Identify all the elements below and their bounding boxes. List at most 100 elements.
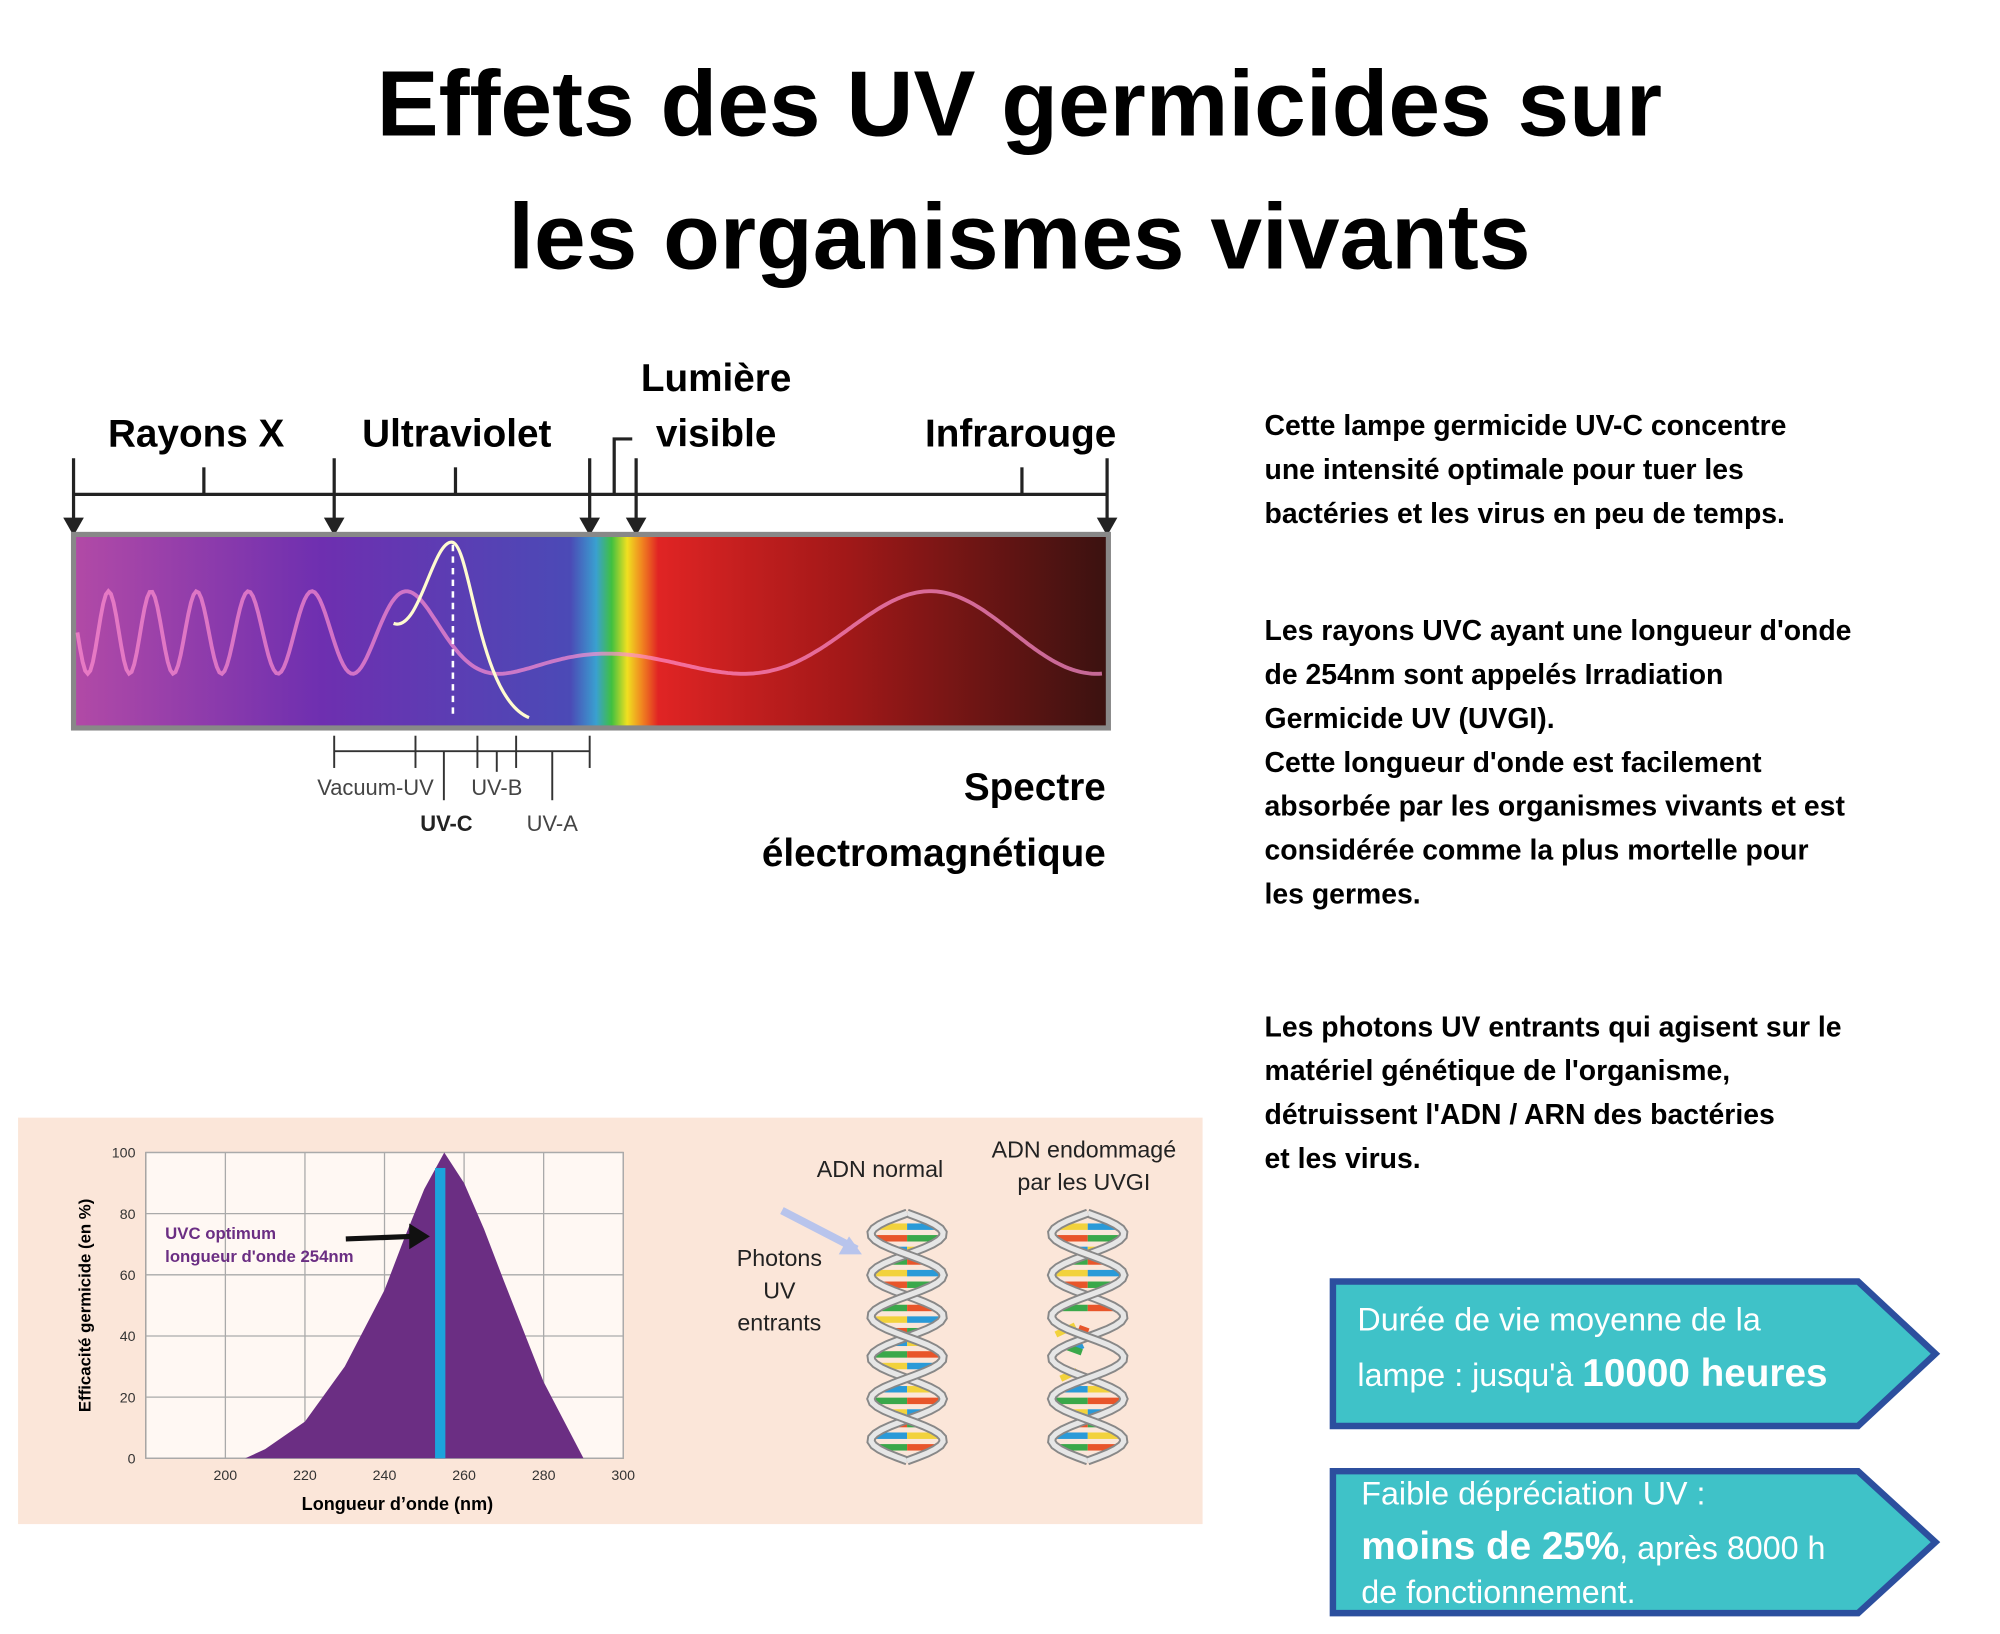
rung xyxy=(907,1281,936,1288)
label: Lumière xyxy=(641,357,792,400)
x-tick-label: 300 xyxy=(611,1468,635,1484)
annotation-arrow xyxy=(409,1223,430,1250)
rung xyxy=(907,1304,936,1312)
chart: 0 20 40 60 80 100 200 220 240 260 280 300 UVC optimu… xyxy=(75,1146,635,1514)
badge xyxy=(1329,1467,1941,1617)
rung xyxy=(1087,1432,1122,1439)
rung xyxy=(871,1316,908,1323)
badge-text: lampe : jusqu'à 10000 heures xyxy=(1357,1352,1827,1395)
rung xyxy=(907,1362,938,1370)
brackets xyxy=(71,437,1109,523)
rung xyxy=(871,1269,908,1277)
x-tick-label: 220 xyxy=(293,1468,317,1484)
rung xyxy=(1087,1386,1114,1393)
rung xyxy=(907,1397,944,1405)
paragraph-line: une intensité optimale pour tuer les xyxy=(1265,454,1744,486)
spectrum-bar xyxy=(70,531,1111,731)
rung xyxy=(1059,1304,1088,1312)
y-tick-label: 60 xyxy=(120,1268,136,1284)
dna-label: entrants xyxy=(737,1310,821,1336)
annotation-arrow xyxy=(345,1233,415,1242)
wave xyxy=(75,588,1103,677)
dna-label: UV xyxy=(763,1277,796,1303)
rung xyxy=(1059,1281,1088,1288)
caption: Spectre xyxy=(964,766,1106,809)
strand xyxy=(1048,1210,1127,1464)
badge-text: Durée de vie moyenne de la xyxy=(1357,1302,1760,1338)
rung xyxy=(875,1444,908,1451)
label: Ultraviolet xyxy=(362,413,551,456)
dna-label: par les UVGI xyxy=(1017,1169,1150,1195)
rung xyxy=(879,1304,908,1312)
rung xyxy=(907,1432,941,1439)
badge-strong: 10000 heures xyxy=(1582,1352,1827,1395)
paragraph-line: Germicide UV (UVGI). xyxy=(1265,703,1555,735)
label: UV-C xyxy=(420,811,473,836)
label: Rayons X xyxy=(108,413,284,456)
photon-arrow xyxy=(838,1236,862,1255)
rung xyxy=(1053,1235,1088,1242)
label: visible xyxy=(656,413,776,456)
badge-text: moins de 25%, après 8000 h xyxy=(1361,1525,1825,1568)
label: UV-B xyxy=(471,775,522,800)
paragraph-line: Les photons UV entrants qui agisent sur … xyxy=(1265,1011,1842,1043)
rung xyxy=(1087,1304,1116,1312)
rung xyxy=(907,1386,933,1393)
paragraph-line: Les rayons UVC ayant une longueur d'onde xyxy=(1265,615,1852,647)
title: Effets des UV germicides sur xyxy=(377,52,1662,156)
rung xyxy=(907,1444,939,1451)
rung xyxy=(1054,1432,1088,1439)
title: les organismes vivants xyxy=(508,185,1530,289)
badge-text: de fonctionnement. xyxy=(1361,1574,1635,1610)
rung xyxy=(907,1235,942,1242)
y-tick-label: 80 xyxy=(120,1207,136,1223)
y-tick-label: 40 xyxy=(120,1329,136,1345)
paragraph-line: les germes. xyxy=(1265,878,1421,910)
uvc-peak xyxy=(393,540,530,720)
badge xyxy=(1329,1278,1941,1430)
badge-text: lampe : jusqu'à xyxy=(1357,1357,1573,1393)
rung xyxy=(872,1351,908,1358)
area xyxy=(245,1152,584,1459)
rung xyxy=(877,1223,908,1230)
y-axis-label: Efficacité germicide (en %) xyxy=(75,1199,94,1412)
paragraph-line: de 254nm sont appelés Irradiation xyxy=(1265,659,1724,691)
badge-strong: moins de 25% xyxy=(1361,1525,1619,1568)
dna-label: ADN endommagé xyxy=(992,1137,1177,1163)
rung xyxy=(1087,1444,1120,1451)
dna-label: Photons xyxy=(737,1245,822,1271)
x-tick-label: 240 xyxy=(373,1468,397,1484)
annotation: longueur d'onde 254nm xyxy=(165,1247,353,1266)
x-tick-label: 260 xyxy=(452,1468,476,1484)
paragraph-line: et les virus. xyxy=(1265,1143,1421,1175)
label: UV-A xyxy=(527,811,579,836)
y-tick-label: 20 xyxy=(120,1390,136,1406)
strand xyxy=(868,1210,947,1464)
rung xyxy=(881,1386,908,1393)
rung xyxy=(1087,1397,1124,1405)
dna-label: ADN normal xyxy=(817,1156,943,1182)
paragraph-line: matériel génétique de l'organisme, xyxy=(1265,1055,1731,1087)
badge-text: , après 8000 h xyxy=(1619,1530,1825,1566)
photon-arrow xyxy=(780,1207,859,1253)
rung xyxy=(1087,1223,1118,1230)
badge-text: Faible dépréciation UV : xyxy=(1361,1476,1705,1512)
rung xyxy=(907,1316,943,1323)
rung xyxy=(907,1269,943,1277)
annotation: UVC optimum xyxy=(165,1224,276,1243)
paragraphs: Cette lampe germicide UV-C concentre une … xyxy=(1265,410,1852,1175)
rung xyxy=(1062,1386,1088,1393)
arrows xyxy=(63,517,1118,536)
rung xyxy=(872,1235,908,1242)
uv-scale xyxy=(333,735,591,801)
dna xyxy=(866,1208,1129,1466)
rung xyxy=(873,1432,908,1439)
paragraph-line: Cette longueur d'onde est facilement xyxy=(1265,747,1763,779)
rung xyxy=(1057,1223,1088,1230)
y-tick-label: 0 xyxy=(128,1451,136,1467)
rung xyxy=(907,1351,942,1358)
rung xyxy=(1087,1281,1116,1288)
paragraph-line: Cette lampe germicide UV-C concentre xyxy=(1265,410,1787,442)
rung xyxy=(1087,1269,1124,1277)
